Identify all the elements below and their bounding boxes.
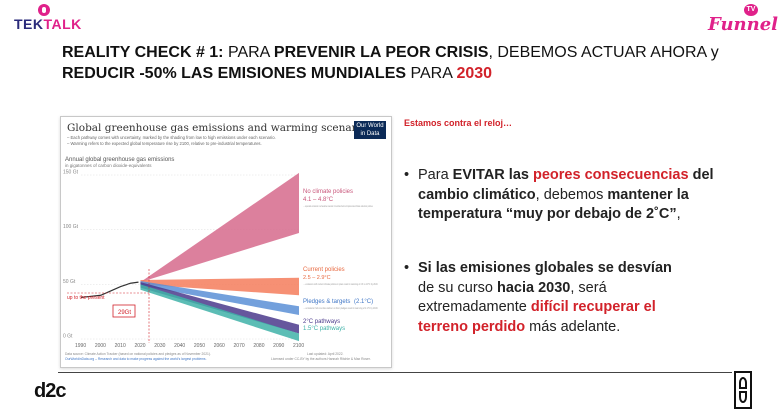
series-band [140,282,299,334]
chart-footer-license: Licensed under CC-BY by the authors Hann… [271,357,371,361]
bullet-text-segment: temperatura “muy por debajo de 2˚C” [418,206,677,222]
bullet-text-segment: hacia 2030 [497,279,571,296]
gap-callout-box [112,304,136,318]
label-no-policy-range: 4.1 – 4.8°C [303,197,334,203]
chart-footer-site: OurWorldinData.org – Research and data t… [65,357,207,361]
chart-desc-2: – Warming refers to the expected global … [67,141,262,146]
x-tick-label: 2050 [194,343,205,349]
bullet-text-segment: EVITAR [452,167,505,183]
chart-title: Global greenhouse gas emissions and warm… [67,122,372,134]
label-pledges-temp: (2.1°C) [354,299,373,305]
label-historical: up to the present [67,295,105,301]
label-current-range: 2.5 – 2.9°C [303,275,331,281]
label-current-note: → emissions with current climate policie… [303,282,378,286]
x-tick-label: 2090 [273,343,284,349]
d2c-logo: d2c [34,380,66,402]
footer-divider [58,372,732,373]
x-tick-label: 2030 [154,343,165,349]
bullet-text-segment: peores consecuencias [533,167,689,183]
tektalk-logo: TEKTALK [10,4,120,34]
bullet-2: • Si las emisiones globales se desvían de… [404,259,764,339]
label-current: Current policies [303,267,345,273]
label-no-policy: No climate policies [303,189,353,195]
x-axis-ticks: 1990 2000 2010 2020 2030 2040 2050 2060 2070 2080… [75,343,304,349]
bullet-text-segment: mantener la [607,186,689,203]
x-tick-label: 2100 [293,343,304,349]
y-axis-ticks: 0 Gt 50 Gt 100 Gt 150 Gt [63,170,79,340]
x-tick-label: 2000 [95,343,106,349]
bullet-dot-icon: • [404,167,410,183]
corner-brand-logo [734,371,752,409]
label-pledges-note: → emissions if all countries deliver on … [303,306,378,310]
bullet-text-segment: cambio climático [418,186,536,203]
chart-desc-1: – Each pathway comes with uncertainty, m… [67,135,276,140]
x-tick-label: 2040 [174,343,185,349]
bullet-text-segment: , [676,206,681,222]
x-tick-label: 1990 [75,343,86,349]
bullet-text-segment: , será [570,279,607,296]
label-pledges: Pledges & targets [303,299,350,305]
series-band [140,281,299,315]
x-tick-label: 2060 [214,343,225,349]
bullet-text-segment: difícil recuperar el [530,299,656,315]
bullet-text-segment: Si las emisiones globales se desvían [418,260,672,276]
label-2c: 2°C pathways [303,319,340,325]
microphone-icon [38,4,50,18]
x-tick-label: 2080 [253,343,264,349]
y-tick-label: 150 Gt [63,170,79,176]
y-axis-unit: in gigatonnes of carbon dioxide-equivale… [65,163,152,168]
y-tick-label: 50 Gt [63,279,76,285]
emissions-chart: Global greenhouse gas emissions and warm… [60,116,392,368]
bullet-1-text: Para EVITAR las peores consecuencias del… [418,166,714,225]
chart-footer-source: Data source: Climate Action Tracker (bas… [65,352,211,356]
historical-line [80,281,139,299]
chart-historical [80,281,139,299]
x-tick-label: 2070 [234,343,245,349]
x-tick-label: 2020 [134,343,145,349]
tektalk-wordmark: TEKTALK [14,16,82,32]
emissions-chart-svg: Global greenhouse gas emissions and warm… [63,122,378,361]
bullet-dot-icon: • [404,260,410,276]
bullet-text-segment: , debemos [535,186,608,203]
slide-headline: REALITY CHECK # 1: PARA PREVENIR LA PEOR… [62,44,719,82]
series-band [140,284,299,342]
bullet-text-segment: extremadamente [418,299,531,315]
bullet-text-segment: del [688,167,714,183]
subheading-reloj: Estamos contra el reloj… [404,118,513,128]
bullet-text-segment: Para [418,167,453,183]
funnel-wordmark: Funnel [708,14,778,35]
tv-badge: TV [744,4,758,16]
series-band [140,172,299,283]
x-tick-label: 2010 [115,343,126,349]
owid-logo: Our World in Data [354,121,386,139]
bullet-text-segment: terreno perdido [418,318,526,335]
y-axis-label: Annual global greenhouse gas emissions [65,157,174,163]
label-15c: 1.5°C pathways [303,326,345,332]
bullet-text-segment: las [504,167,533,183]
gap-callout-text: 29Gt [118,310,131,316]
bullet-text-segment: de su curso [418,279,497,296]
funnel-tv-logo: TV Funnel [706,4,778,38]
chart-footer-updated: Last updated: April 2022. [307,352,344,356]
bullet-2-text: Si las emisiones globales se desvían de s… [418,259,672,337]
series-band [140,277,299,296]
y-tick-label: 0 Gt [63,334,73,340]
bullet-1: • Para EVITAR las peores consecuencias d… [404,166,764,226]
chart-bands [140,172,299,342]
y-tick-label: 100 Gt [63,224,79,230]
bullet-text-segment: más adelante. [525,318,621,335]
label-no-policy-note: → expected emissions in a baseline scena… [303,204,373,208]
